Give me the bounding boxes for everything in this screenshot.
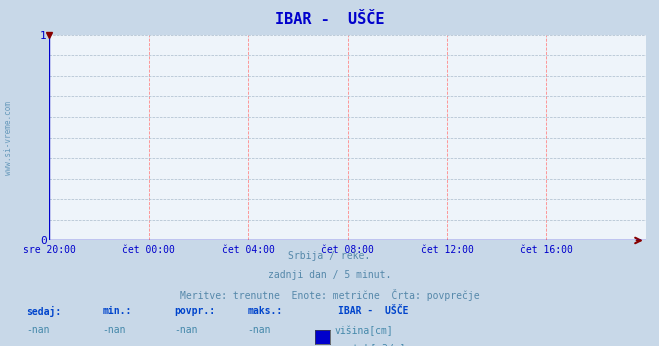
Text: maks.:: maks.: (247, 306, 282, 316)
Text: -nan: -nan (102, 344, 126, 346)
Text: IBAR -  UŠČE: IBAR - UŠČE (338, 306, 409, 316)
Text: -nan: -nan (26, 344, 50, 346)
Text: IBAR -  UŠČE: IBAR - UŠČE (275, 12, 384, 27)
Text: zadnji dan / 5 minut.: zadnji dan / 5 minut. (268, 270, 391, 280)
Text: Meritve: trenutne  Enote: metrične  Črta: povprečje: Meritve: trenutne Enote: metrične Črta: … (180, 289, 479, 301)
Text: -nan: -nan (26, 325, 50, 335)
Text: višina[cm]: višina[cm] (335, 325, 393, 336)
Text: povpr.:: povpr.: (175, 306, 215, 316)
Text: pretok[m3/s]: pretok[m3/s] (335, 344, 405, 346)
Text: -nan: -nan (102, 325, 126, 335)
Text: sedaj:: sedaj: (26, 306, 61, 317)
Text: Srbija / reke.: Srbija / reke. (289, 251, 370, 261)
Text: www.si-vreme.com: www.si-vreme.com (4, 101, 13, 175)
Text: min.:: min.: (102, 306, 132, 316)
Text: -nan: -nan (175, 344, 198, 346)
Text: -nan: -nan (247, 344, 271, 346)
Text: -nan: -nan (247, 325, 271, 335)
Text: -nan: -nan (175, 325, 198, 335)
